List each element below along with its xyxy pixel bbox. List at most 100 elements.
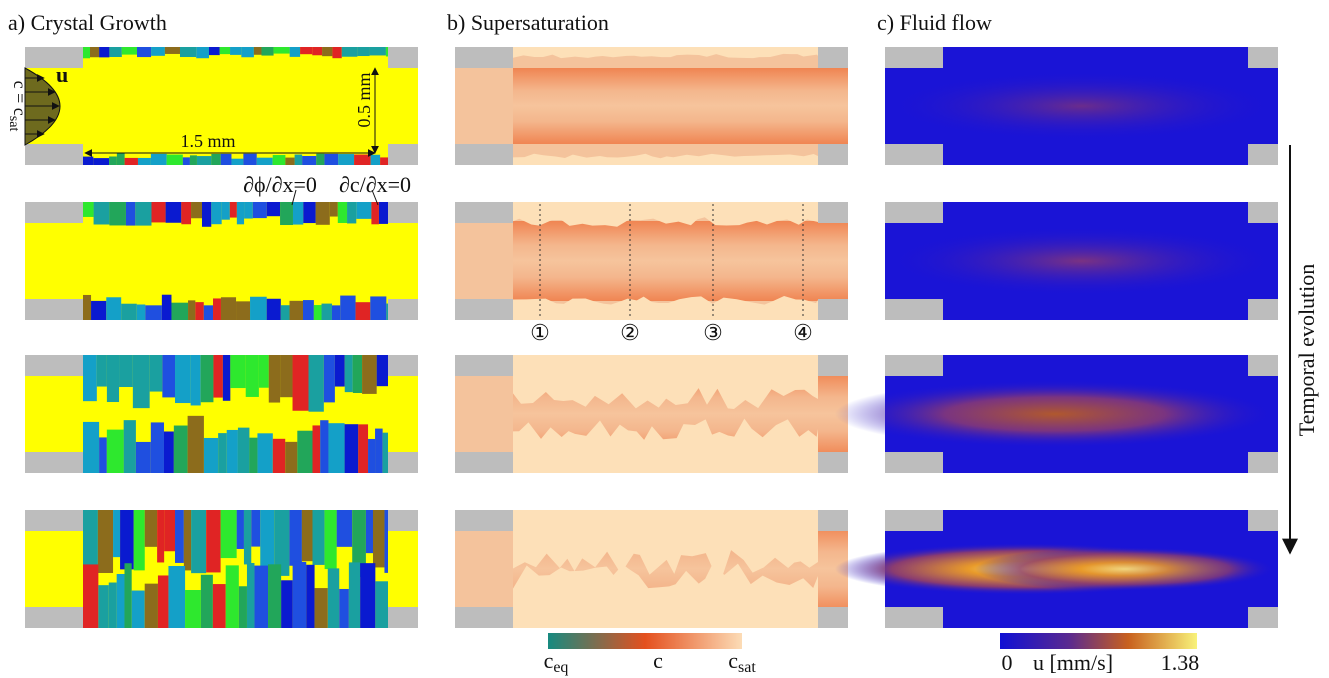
grain bbox=[173, 425, 188, 473]
grain bbox=[211, 202, 222, 225]
grain bbox=[281, 580, 293, 628]
grain bbox=[300, 47, 313, 55]
wall bbox=[455, 202, 513, 223]
wall bbox=[885, 47, 943, 68]
grain bbox=[189, 155, 197, 165]
grain bbox=[321, 303, 332, 320]
grain bbox=[97, 510, 114, 573]
grain bbox=[266, 202, 281, 217]
wall bbox=[388, 510, 418, 531]
grain bbox=[332, 47, 342, 59]
grain bbox=[229, 202, 237, 218]
colorbar-label: u [mm/s] bbox=[1033, 650, 1113, 675]
grain bbox=[370, 154, 381, 165]
wall bbox=[1248, 299, 1278, 320]
wall bbox=[455, 607, 513, 628]
grain bbox=[123, 420, 136, 473]
grain bbox=[151, 47, 165, 56]
grain bbox=[243, 153, 257, 165]
velocity-jet bbox=[835, 380, 1275, 448]
probe-label: ① bbox=[530, 320, 550, 345]
grain bbox=[340, 295, 356, 320]
grain bbox=[230, 47, 242, 55]
grain bbox=[337, 202, 348, 223]
grain bbox=[181, 202, 192, 225]
grain bbox=[354, 154, 371, 165]
grain bbox=[213, 298, 221, 320]
wall bbox=[818, 607, 848, 628]
grain bbox=[187, 415, 204, 473]
wall bbox=[818, 452, 848, 473]
grain bbox=[324, 510, 337, 570]
grain bbox=[96, 355, 107, 387]
wall bbox=[25, 607, 83, 628]
grain bbox=[273, 47, 290, 54]
wall bbox=[388, 607, 418, 628]
grain bbox=[312, 47, 323, 56]
grain bbox=[260, 510, 275, 577]
grain bbox=[245, 355, 259, 397]
concentration-core bbox=[513, 68, 848, 144]
panels bbox=[25, 47, 1278, 628]
panel-title: b) Supersaturation bbox=[447, 10, 609, 35]
wall bbox=[388, 452, 418, 473]
grain bbox=[116, 153, 125, 165]
grain bbox=[119, 355, 133, 388]
grain bbox=[144, 583, 158, 628]
grain bbox=[294, 154, 303, 165]
grain bbox=[251, 510, 261, 547]
grain bbox=[150, 422, 164, 473]
grain bbox=[83, 202, 94, 217]
grain bbox=[200, 574, 213, 628]
grain bbox=[285, 441, 298, 473]
wall bbox=[25, 510, 83, 531]
grain bbox=[206, 510, 221, 573]
grain bbox=[372, 510, 385, 568]
grain bbox=[334, 355, 345, 387]
grain bbox=[312, 425, 321, 473]
velocity-jet bbox=[885, 71, 1278, 141]
wall bbox=[455, 355, 513, 376]
grain bbox=[165, 202, 182, 223]
wall bbox=[1248, 510, 1278, 531]
grain bbox=[289, 300, 303, 320]
grain bbox=[357, 47, 370, 57]
height-label: 0.5 mm bbox=[354, 72, 374, 127]
grain bbox=[136, 47, 152, 58]
grain bbox=[83, 564, 99, 628]
wall bbox=[1248, 47, 1278, 68]
grain bbox=[93, 158, 110, 165]
grain bbox=[316, 153, 325, 165]
crystal-zone bbox=[513, 202, 818, 227]
grain bbox=[285, 157, 295, 165]
grain bbox=[344, 355, 353, 393]
text: c bbox=[728, 648, 738, 673]
grain bbox=[328, 423, 345, 473]
grain bbox=[124, 563, 132, 628]
wall bbox=[818, 299, 848, 320]
grain bbox=[166, 154, 183, 165]
panel-title: c) Fluid flow bbox=[877, 10, 992, 35]
grain bbox=[323, 355, 335, 403]
grain bbox=[135, 441, 151, 473]
wall bbox=[455, 299, 513, 320]
grain bbox=[83, 421, 100, 473]
colorbar-label: 1.38 bbox=[1161, 650, 1200, 675]
grain bbox=[144, 510, 158, 547]
wall bbox=[25, 299, 83, 320]
wall bbox=[818, 355, 848, 376]
grain bbox=[208, 47, 220, 56]
grain bbox=[261, 47, 274, 56]
grain bbox=[162, 355, 176, 398]
grain bbox=[221, 202, 230, 220]
grain bbox=[121, 303, 137, 320]
grain bbox=[175, 355, 191, 404]
grain bbox=[150, 153, 167, 165]
grain bbox=[341, 47, 358, 57]
probe-label: ② bbox=[620, 320, 640, 345]
grain bbox=[109, 47, 122, 57]
grain bbox=[230, 355, 246, 389]
grain bbox=[98, 585, 109, 628]
grain bbox=[132, 355, 150, 409]
colorbar-label: c bbox=[653, 648, 663, 673]
